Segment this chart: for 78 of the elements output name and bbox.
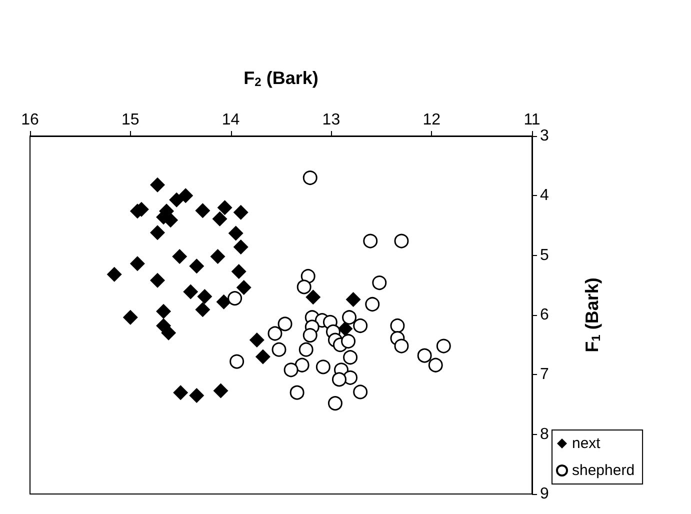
point (178, 188, 194, 204)
point (390, 318, 405, 333)
point (217, 200, 232, 216)
x-tick-label: 12 (422, 112, 441, 128)
point (156, 304, 172, 319)
legend-label: next (572, 435, 602, 452)
y-tick-label: 9 (540, 486, 549, 502)
y-axis-title: F1 (Bark) (582, 278, 603, 352)
point (284, 362, 298, 378)
point (197, 289, 212, 304)
point (306, 290, 321, 305)
point (365, 297, 380, 312)
point (342, 310, 357, 325)
point (316, 360, 330, 374)
y-tick-label: 3 (540, 128, 549, 144)
point (328, 396, 342, 411)
point (213, 383, 228, 398)
point (210, 249, 226, 264)
point (372, 276, 387, 290)
point (278, 316, 292, 332)
point (189, 388, 204, 404)
point (230, 354, 244, 369)
point (189, 258, 204, 274)
point (363, 234, 378, 248)
x-tick-label: 16 (21, 112, 39, 128)
point (394, 338, 409, 354)
point (268, 326, 282, 341)
point (161, 325, 176, 340)
point (173, 385, 188, 400)
point (150, 177, 166, 192)
point (183, 284, 198, 300)
x-tick-label: 14 (222, 112, 240, 128)
point (228, 291, 242, 306)
point (272, 342, 286, 357)
point (302, 328, 318, 343)
point (332, 372, 346, 387)
point (302, 170, 318, 186)
point (122, 310, 138, 325)
point (353, 318, 368, 333)
x-tick-label: 13 (322, 112, 340, 128)
y-tick-label: 8 (540, 426, 549, 443)
y-tick-label: 4 (540, 187, 549, 204)
point (394, 234, 409, 248)
point (341, 334, 356, 348)
point (236, 280, 252, 296)
point (296, 280, 312, 294)
point (172, 249, 188, 264)
y-tick-label: 5 (540, 246, 549, 264)
point (233, 204, 248, 220)
point (169, 192, 184, 208)
y-tick-label: 6 (540, 306, 549, 324)
point (436, 338, 451, 354)
point (233, 239, 248, 254)
point (298, 342, 314, 357)
point (195, 302, 210, 318)
point (294, 358, 310, 372)
point (343, 350, 358, 365)
legend-label: shepherd (572, 462, 635, 479)
y-tick-label: 7 (540, 366, 549, 384)
x-tick-label: 11 (524, 112, 540, 128)
point (428, 358, 443, 372)
point (130, 256, 145, 272)
point (346, 292, 361, 307)
point (106, 266, 122, 282)
point (195, 203, 210, 218)
point (417, 348, 432, 363)
point (249, 332, 264, 348)
point (255, 349, 270, 364)
point (150, 225, 166, 240)
point (212, 211, 228, 226)
point (290, 385, 304, 400)
point (231, 264, 246, 279)
point (228, 226, 244, 241)
point (216, 294, 232, 310)
x-tick-label: 15 (122, 112, 140, 128)
point (300, 268, 316, 284)
point (150, 272, 166, 288)
point (353, 384, 368, 400)
